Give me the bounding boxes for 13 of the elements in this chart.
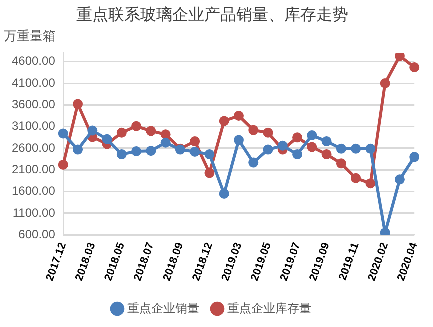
y-axis-title: 万重量箱 xyxy=(4,28,56,44)
legend-label: 重点企业库存量 xyxy=(228,301,312,316)
legend-label: 重点企业销量 xyxy=(128,301,200,316)
y-tick-label: 2600.00 xyxy=(12,140,56,155)
y-tick-label: 1600.00 xyxy=(12,184,56,198)
y-tick-label: 3100.00 xyxy=(12,119,56,134)
y-tick-label: 4600.00 xyxy=(12,54,56,68)
y-tick-label: 3600.00 xyxy=(12,97,56,112)
chart-title: 重点联系玻璃企业产品销量、库存走势 xyxy=(76,6,348,24)
y-tick-label: 4100.00 xyxy=(12,76,56,90)
y-tick-label: 600.00 xyxy=(18,227,56,242)
y-tick-label: 2100.00 xyxy=(12,162,56,176)
y-tick-label: 1100.00 xyxy=(12,206,56,220)
